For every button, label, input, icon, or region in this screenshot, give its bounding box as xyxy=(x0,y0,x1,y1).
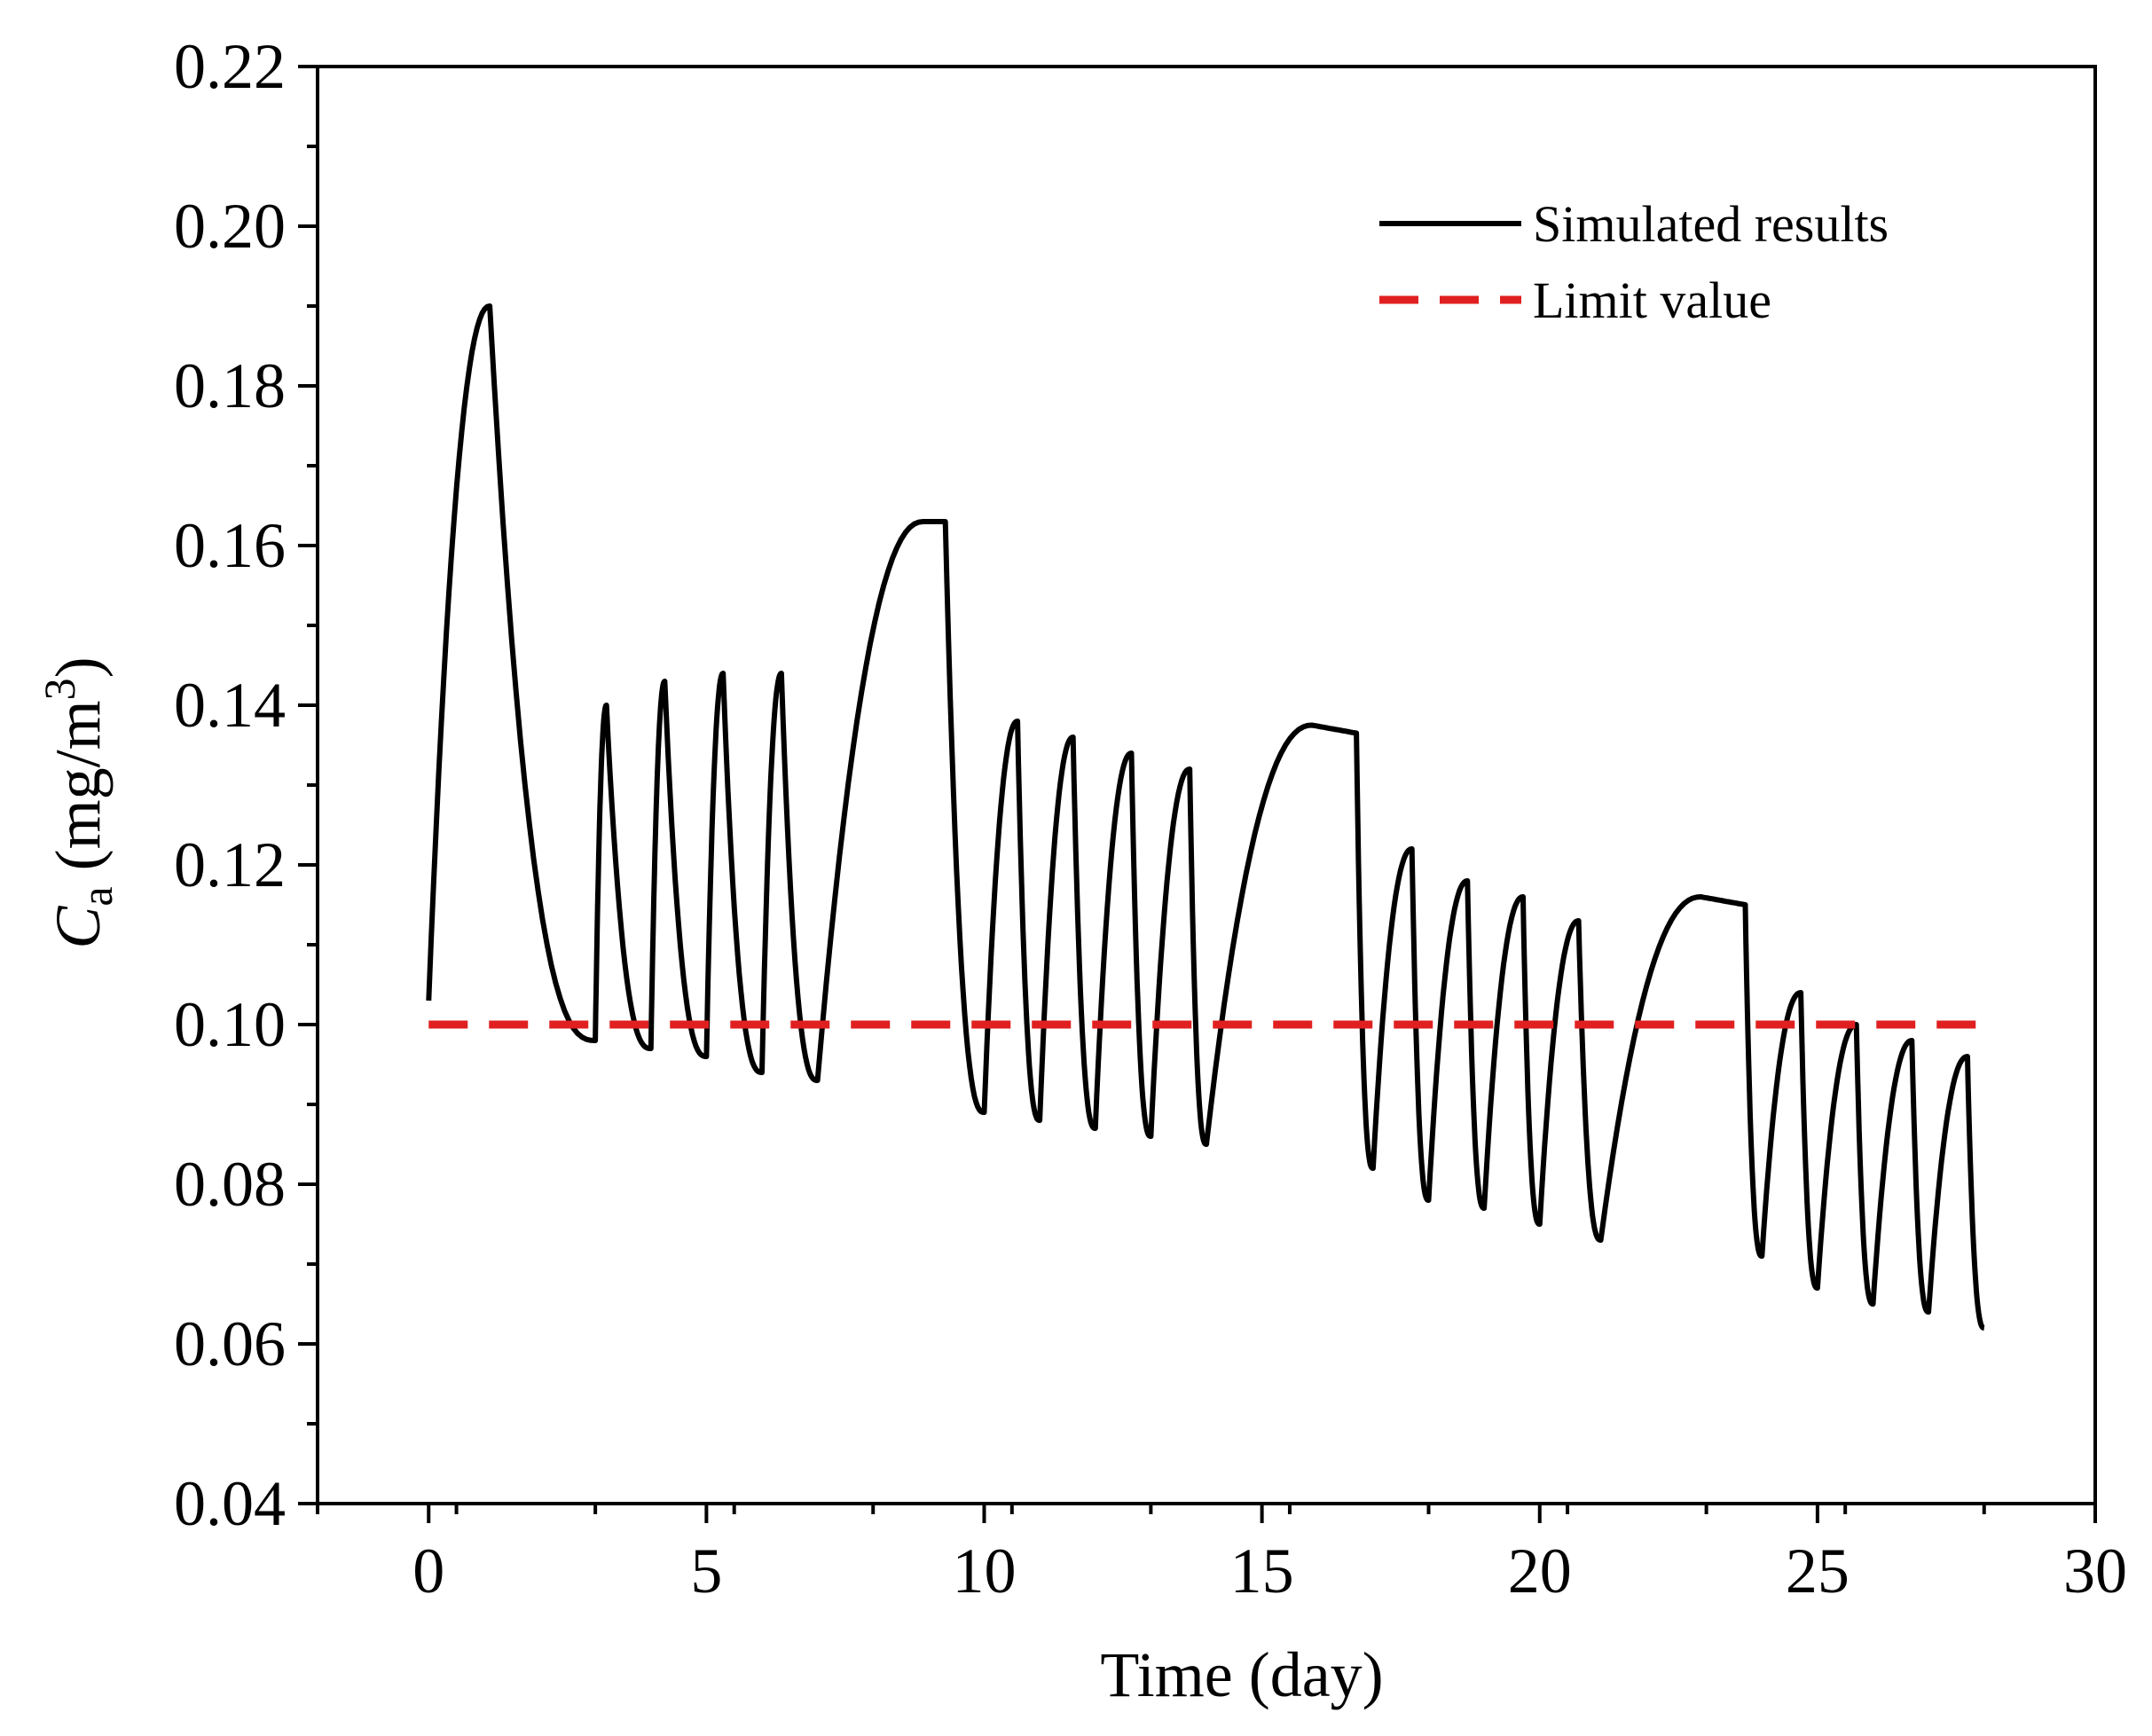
legend-label-limit-value: Limit value xyxy=(1533,271,1771,329)
y-tick-labels: 0.04 0.06 0.08 0.10 0.12 0.14 0.16 0.18 0.20 0.22 xyxy=(174,31,286,1539)
x-tick-label: 20 xyxy=(1508,1536,1572,1606)
y-tick-label: 0.12 xyxy=(174,829,286,900)
y-tick-label: 0.06 xyxy=(174,1308,286,1379)
y-tick-label: 0.10 xyxy=(174,989,286,1060)
y-tick-label: 0.14 xyxy=(174,670,286,741)
plot-frame xyxy=(316,65,2097,1505)
y-axis-symbol: C xyxy=(43,906,114,949)
legend: Simulated results Limit value xyxy=(1379,195,1889,329)
y-tick-label: 0.04 xyxy=(174,1468,286,1539)
x-tick-label: 5 xyxy=(690,1536,722,1606)
y-axis-subscript: a xyxy=(72,886,122,906)
x-axis-title: Time (day) xyxy=(1100,1639,1383,1710)
y-axis-title: Ca (mg/m3) xyxy=(35,656,122,948)
y-tick-label: 0.08 xyxy=(174,1149,286,1220)
y-tick-label: 0.16 xyxy=(174,510,286,581)
legend-label-simulated-results: Simulated results xyxy=(1533,195,1889,253)
x-tick-label: 0 xyxy=(412,1536,444,1606)
series-layer xyxy=(426,303,1986,1331)
axis-ticks xyxy=(298,65,2097,1523)
x-tick-label: 25 xyxy=(1786,1536,1850,1606)
y-axis-units-close: ) xyxy=(43,656,114,678)
y-tick-label: 0.22 xyxy=(174,31,286,102)
y-axis-units: (mg/m xyxy=(43,700,114,870)
y-tick-label: 0.18 xyxy=(174,350,286,421)
x-tick-label: 10 xyxy=(953,1536,1017,1606)
y-axis-units-superscript: 3 xyxy=(35,678,84,700)
series-simulated-results-line xyxy=(426,303,1986,1331)
x-tick-label: 15 xyxy=(1230,1536,1294,1606)
x-tick-label: 30 xyxy=(2063,1536,2127,1606)
x-tick-labels: 0 5 10 15 20 25 30 xyxy=(412,1536,2127,1606)
y-tick-label: 0.20 xyxy=(174,191,286,262)
